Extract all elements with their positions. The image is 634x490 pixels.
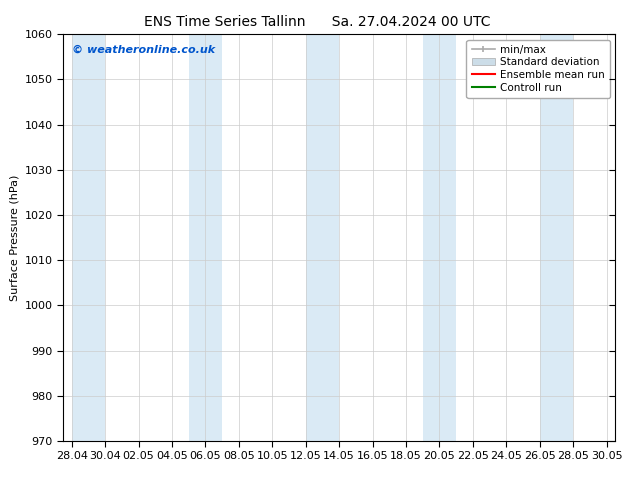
Y-axis label: Surface Pressure (hPa): Surface Pressure (hPa) <box>10 174 19 301</box>
Bar <box>72 34 105 441</box>
Bar <box>189 34 222 441</box>
Bar <box>423 34 456 441</box>
Bar <box>306 34 339 441</box>
Text: ENS Time Series Tallinn      Sa. 27.04.2024 00 UTC: ENS Time Series Tallinn Sa. 27.04.2024 0… <box>144 15 490 29</box>
Bar <box>540 34 573 441</box>
Text: © weatheronline.co.uk: © weatheronline.co.uk <box>72 45 215 54</box>
Legend: min/max, Standard deviation, Ensemble mean run, Controll run: min/max, Standard deviation, Ensemble me… <box>467 40 610 98</box>
